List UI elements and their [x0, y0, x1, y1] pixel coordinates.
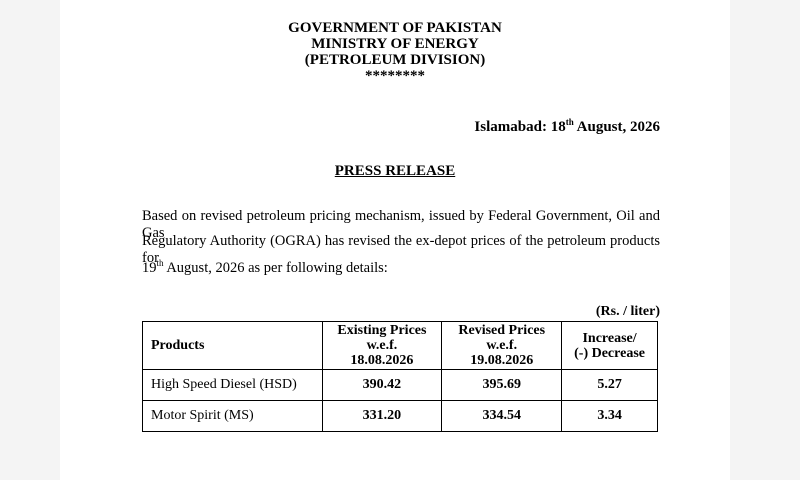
date-text: 19	[142, 259, 157, 276]
table-row: Motor Spirit (MS) 331.20 334.54 3.34	[142, 400, 658, 432]
paragraph-line: Based on revised petroleum pricing mecha…	[142, 208, 660, 241]
product-cell: Motor Spirit (MS)	[142, 400, 323, 432]
header-cell: Products	[142, 321, 323, 370]
header-line: GOVERNMENT OF PAKISTAN	[288, 20, 502, 36]
product-cell: High Speed Diesel (HSD)	[142, 369, 323, 401]
paragraph-text: August, 2026 as per following details:	[163, 259, 388, 276]
header-cell: Increase/ (-) Decrease	[561, 321, 658, 370]
unit-label: (Rs. / liter)	[595, 304, 660, 319]
date-text: August, 2026	[573, 119, 660, 135]
header-line: MINISTRY OF ENERGY	[311, 36, 479, 52]
table-row: High Speed Diesel (HSD) 390.42 395.69 5.…	[142, 369, 658, 401]
header-line: ********	[365, 68, 425, 84]
date-suffix: th	[565, 117, 574, 127]
price-cell: 390.42	[321, 369, 443, 401]
header-cell: Revised Prices w.e.f. 19.08.2026	[441, 321, 563, 370]
price-cell: 395.69	[441, 369, 563, 401]
price-table: Products Existing Prices w.e.f. 18.08.20…	[142, 321, 658, 432]
document-page: GOVERNMENT OF PAKISTAN MINISTRY OF ENERG…	[60, 0, 730, 480]
press-release-title: PRESS RELEASE	[334, 163, 456, 179]
date-suffix: th	[156, 258, 164, 268]
date-text: Islamabad: 18	[474, 119, 566, 135]
dateline: Islamabad: 18th August, 2026	[474, 117, 660, 136]
paragraph-line: Regulatory Authority (OGRA) has revised …	[142, 233, 660, 266]
paragraph-line: 19th August, 2026 as per following detai…	[142, 258, 660, 277]
change-cell: 5.27	[561, 369, 658, 401]
header-cell: Existing Prices w.e.f. 18.08.2026	[321, 321, 443, 370]
header-row: Products Existing Prices w.e.f. 18.08.20…	[142, 321, 658, 370]
change-cell: 3.34	[561, 400, 658, 432]
header-line: (PETROLEUM DIVISION)	[304, 52, 486, 68]
price-cell: 334.54	[441, 400, 563, 432]
price-cell: 331.20	[321, 400, 443, 432]
